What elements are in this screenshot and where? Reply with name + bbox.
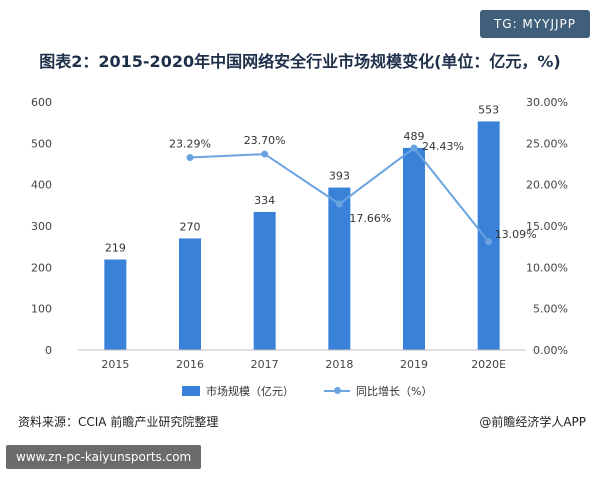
y-left-tick-label: 600	[31, 96, 52, 109]
line-point	[485, 238, 493, 246]
legend: 市场规模（亿元） 同比增长（%）	[0, 383, 600, 399]
y-right-tick-label: 25.00%	[526, 137, 568, 150]
x-tick-label: 2020E	[471, 358, 506, 371]
y-right-tick-label: 30.00%	[526, 96, 568, 109]
y-left-tick-label: 200	[31, 261, 52, 274]
bar-value-label: 270	[180, 220, 201, 233]
line-point	[335, 200, 343, 208]
y-right-tick-label: 5.00%	[533, 303, 568, 316]
source-note: 资料来源：CCIA 前瞻产业研究院整理	[18, 415, 219, 429]
watermark-tag: TG: MYYJJPP	[479, 10, 590, 38]
line-point	[261, 150, 269, 158]
legend-item-bar: 市场规模（亿元）	[182, 383, 294, 399]
y-right-tick-label: 10.00%	[526, 261, 568, 274]
y-left-tick-label: 300	[31, 220, 52, 233]
line-value-label: 23.70%	[244, 134, 286, 147]
url-banner: www.zn-pc-kaiyunsports.com	[6, 445, 202, 469]
x-tick-label: 2015	[101, 358, 129, 371]
y-left-tick-label: 100	[31, 303, 52, 316]
chart-title: 图表2：2015-2020年中国网络安全行业市场规模变化(单位：亿元，%)	[39, 52, 561, 71]
y-left-tick-label: 400	[31, 179, 52, 192]
y-right-tick-label: 20.00%	[526, 179, 568, 192]
y-right-tick-label: 0.00%	[533, 344, 568, 357]
bar-value-label: 553	[478, 103, 499, 116]
bar-value-label: 219	[105, 241, 126, 254]
legend-line-swatch	[324, 386, 350, 396]
y-left-tick-label: 0	[45, 344, 52, 357]
line-value-label: 23.29%	[169, 137, 211, 150]
x-tick-label: 2018	[325, 358, 353, 371]
y-left-tick-label: 500	[31, 137, 52, 150]
x-tick-label: 2017	[251, 358, 279, 371]
bar-series: 219 270 334 393 489 553	[104, 103, 500, 350]
right-axis: 0.00% 5.00% 10.00% 15.00% 20.00% 25.00% 30.00%	[526, 96, 568, 357]
x-axis: 2015 2016 2017 2018 2019 2020E	[78, 349, 526, 371]
line-point	[186, 153, 194, 161]
legend-bar-label: 市场规模（亿元）	[206, 385, 294, 398]
bar	[253, 211, 276, 350]
bar	[477, 121, 500, 350]
bar-value-label: 393	[329, 170, 350, 183]
legend-line-label: 同比增长（%）	[356, 385, 433, 398]
line-value-label: 24.43%	[422, 140, 464, 153]
line-point	[410, 144, 418, 152]
bar	[328, 187, 351, 350]
left-axis: 0 100 200 300 400 500 600	[31, 96, 52, 357]
line-series: 23.29% 23.70% 17.66% 24.43% 13.09%	[169, 134, 537, 246]
bar-value-label: 334	[254, 194, 275, 207]
bar-value-label: 489	[404, 130, 425, 143]
line-value-label: 17.66%	[349, 212, 391, 225]
credit-note: @前瞻经济学人APP	[479, 415, 586, 429]
y-right-tick-label: 15.00%	[526, 220, 568, 233]
bar	[179, 238, 201, 350]
x-tick-label: 2019	[400, 358, 428, 371]
line-value-label: 13.09%	[495, 228, 537, 241]
legend-bar-swatch	[182, 386, 200, 396]
chart-plot: 0 100 200 300 400 500 600 0.00% 5.00% 10.00% 15.0…	[31, 96, 568, 371]
x-tick-label: 2016	[176, 358, 204, 371]
bar	[104, 259, 127, 350]
bar	[403, 147, 425, 350]
legend-item-line: 同比增长（%）	[324, 383, 432, 399]
